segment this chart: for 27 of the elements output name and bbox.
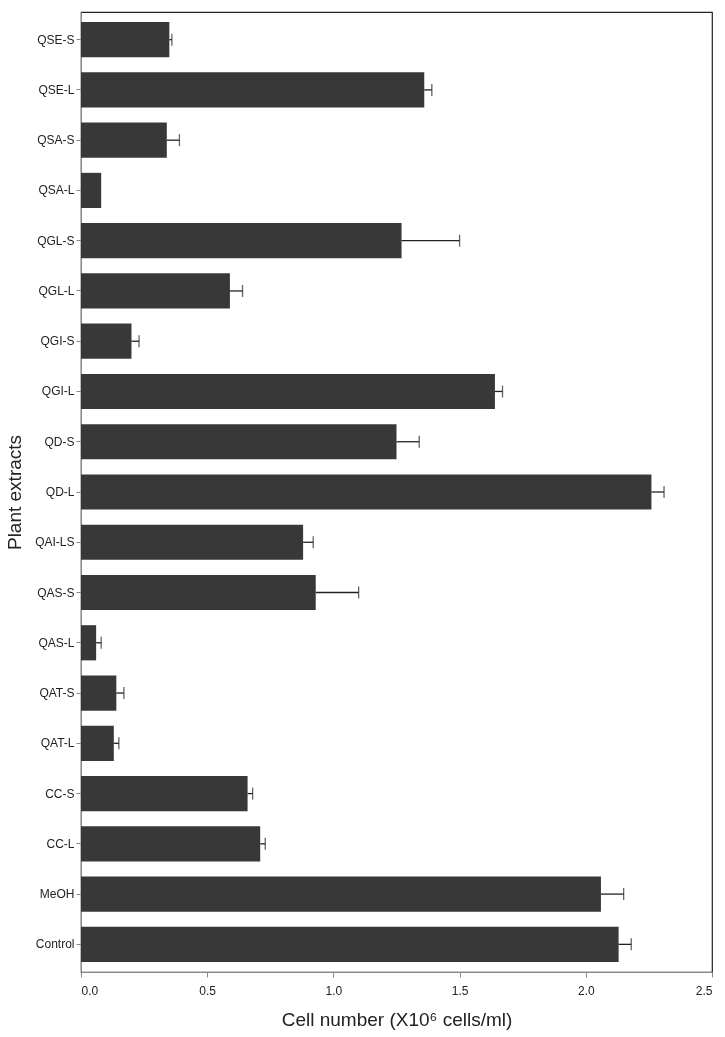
y-tick-label: QD-S: [44, 434, 75, 449]
y-tick-label: QSA-L: [38, 183, 75, 198]
x-tick-label: 2.0: [577, 983, 595, 998]
y-tick-label: CC-S: [45, 786, 75, 801]
y-tick-label: QSE-S: [37, 32, 75, 47]
y-tick-label: QSA-S: [37, 133, 75, 148]
y-axis-title: Plant extracts: [4, 434, 26, 551]
y-tick-label: QAI-LS: [35, 535, 75, 550]
y-tick-label: MeOH: [39, 887, 75, 902]
y-tick-label: Control: [35, 937, 75, 952]
x-tick-label: 2.5: [695, 983, 713, 998]
y-tick-label: QSE-L: [38, 82, 75, 97]
y-tick-label: QAT-L: [40, 736, 75, 751]
x-tick-label: 1.5: [451, 983, 469, 998]
y-tick-label: CC-L: [46, 836, 75, 851]
y-tick-label: QAS-L: [38, 635, 75, 650]
y-tick-label: QGI-S: [40, 334, 75, 349]
y-tick-label: QAS-S: [37, 585, 75, 600]
x-tick-label: 0.5: [199, 983, 217, 998]
y-tick-label: QGI-L: [41, 384, 75, 399]
x-tick-label: 1.0: [325, 983, 343, 998]
x-axis-title: Cell number (X10⁶ cells/ml): [281, 1008, 513, 1030]
x-tick-label: 0.0: [81, 983, 99, 998]
y-tick-label: QGL-L: [38, 283, 75, 298]
y-tick-label: QAT-S: [39, 686, 75, 701]
y-tick-label: QGL-S: [37, 233, 75, 248]
y-tick-label: QD-L: [45, 485, 75, 499]
